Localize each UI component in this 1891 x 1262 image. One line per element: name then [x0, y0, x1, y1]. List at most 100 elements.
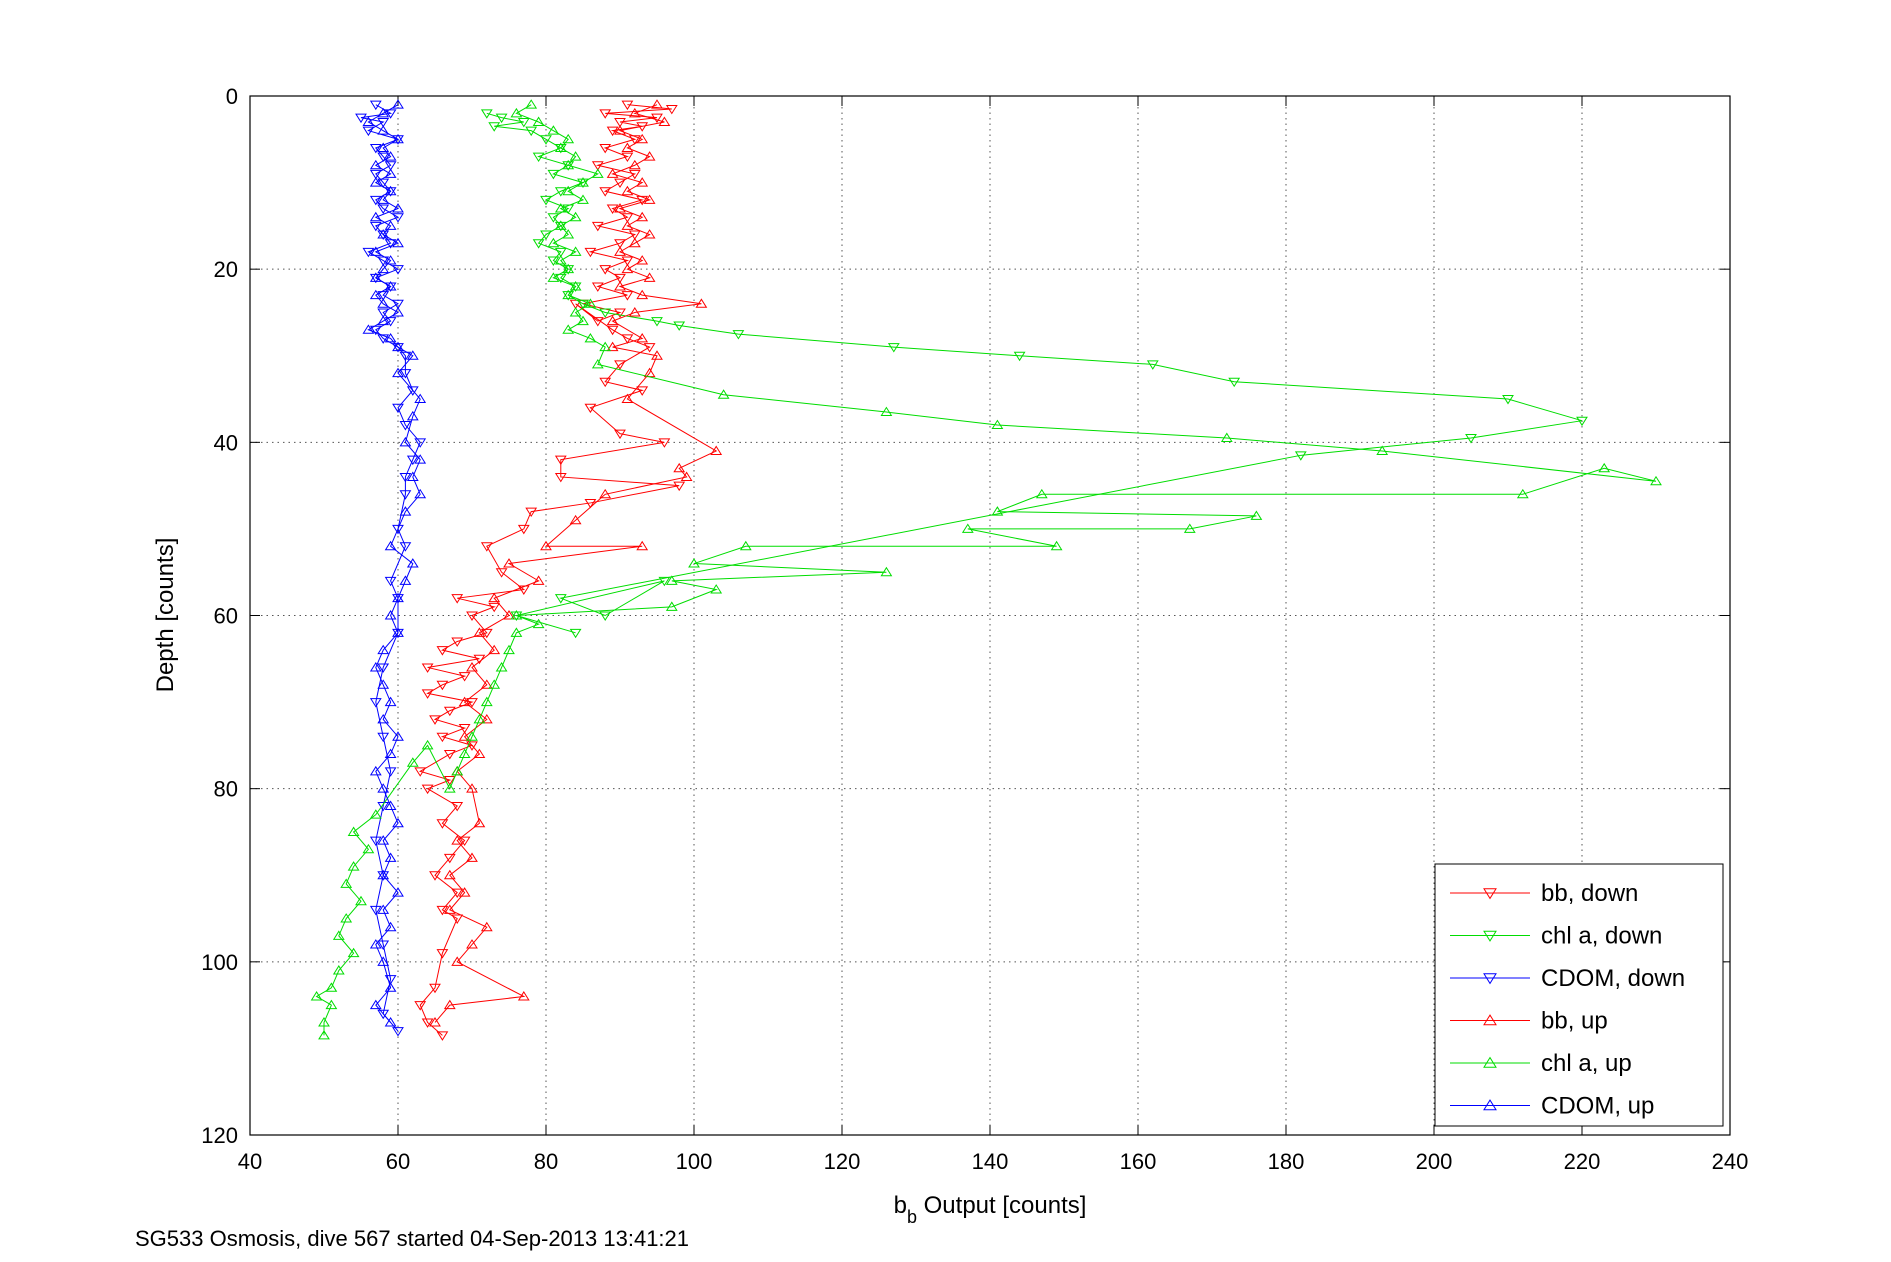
- data-point: [384, 282, 397, 292]
- data-point: [1294, 451, 1307, 461]
- data-point: [466, 939, 478, 949]
- data-point: [584, 247, 597, 258]
- data-point: [651, 99, 663, 109]
- data-point: [1502, 395, 1514, 405]
- data-point: [643, 229, 656, 239]
- data-point: [577, 315, 589, 326]
- x-tick-label: 200: [1416, 1149, 1453, 1174]
- data-point: [384, 151, 397, 161]
- data-point: [591, 282, 604, 292]
- data-point: [392, 627, 404, 637]
- data-point: [406, 455, 419, 466]
- data-point: [436, 646, 449, 656]
- data-point: [451, 765, 464, 776]
- data-point: [599, 488, 612, 499]
- data-point: [377, 125, 390, 135]
- data-point: [414, 438, 427, 448]
- data-point: [377, 142, 390, 152]
- data-point: [547, 125, 560, 135]
- data-point: [577, 194, 589, 204]
- data-point: [569, 299, 582, 310]
- data-point: [621, 220, 634, 230]
- data-point: [392, 1027, 404, 1037]
- dive-caption: SG533 Osmosis, dive 567 started 04-Sep-2…: [135, 1226, 690, 1251]
- data-point: [399, 506, 412, 516]
- data-point: [599, 265, 612, 275]
- data-point: [406, 757, 419, 767]
- data-point: [355, 895, 367, 906]
- data-point: [466, 611, 478, 621]
- data-point: [399, 351, 412, 362]
- data-point: [554, 255, 567, 265]
- data-point: [369, 273, 382, 284]
- data-point: [466, 662, 478, 672]
- data-point: [680, 471, 693, 481]
- data-point: [517, 117, 530, 128]
- data-point: [569, 211, 582, 222]
- data-point: [488, 592, 501, 603]
- data-point: [503, 610, 515, 620]
- data-point: [392, 731, 404, 741]
- legend-label: CDOM, down: [1541, 965, 1685, 992]
- data-point: [614, 117, 626, 128]
- data-point: [406, 386, 419, 396]
- data-point: [384, 220, 397, 230]
- data-point: [399, 369, 412, 379]
- data-point: [399, 472, 412, 483]
- data-point: [480, 713, 493, 724]
- data-point: [414, 488, 427, 499]
- data-point: [606, 168, 619, 178]
- data-point: [991, 506, 1004, 516]
- data-point: [399, 436, 412, 447]
- data-point: [532, 152, 545, 163]
- legend-marker: [1483, 888, 1497, 900]
- data-point: [569, 628, 582, 639]
- data-point: [673, 481, 686, 492]
- data-point: [503, 558, 515, 568]
- data-point: [369, 100, 382, 111]
- data-point: [421, 739, 434, 750]
- data-point: [377, 315, 390, 326]
- data-point: [377, 801, 390, 812]
- data-point: [355, 113, 367, 124]
- data-point: [369, 999, 382, 1010]
- data-point: [325, 982, 338, 992]
- data-point: [569, 151, 582, 161]
- data-point: [392, 592, 404, 603]
- data-point: [1516, 488, 1529, 499]
- data-point: [421, 784, 434, 795]
- data-point: [377, 1009, 390, 1020]
- data-point: [651, 350, 663, 360]
- data-point: [569, 514, 582, 525]
- data-point: [584, 298, 597, 308]
- data-point: [614, 429, 626, 440]
- data-point: [451, 914, 464, 924]
- data-point: [392, 135, 404, 145]
- data-point: [614, 239, 626, 249]
- data-point: [473, 817, 486, 828]
- data-point: [554, 220, 567, 230]
- series-chl-a-down: [480, 109, 1588, 639]
- data-point: [651, 317, 663, 327]
- data-point: [466, 852, 478, 862]
- data-point: [421, 689, 434, 699]
- data-point: [636, 177, 649, 187]
- data-point: [547, 169, 560, 180]
- data-point: [636, 195, 649, 206]
- data-point: [392, 524, 404, 535]
- data-point: [540, 230, 552, 240]
- data-point: [369, 169, 382, 180]
- data-point: [495, 662, 508, 672]
- data-point: [510, 107, 523, 118]
- x-axis-title: bb Output [counts]: [894, 1192, 1087, 1227]
- legend-marker: [1483, 973, 1497, 985]
- data-point: [599, 308, 612, 318]
- series-line: [367, 104, 421, 1023]
- data-point: [991, 419, 1004, 430]
- data-point: [643, 151, 656, 161]
- data-point: [562, 263, 575, 274]
- data-point: [392, 367, 404, 378]
- series-group: [310, 99, 1662, 1041]
- data-point: [392, 133, 404, 144]
- data-point: [377, 644, 390, 655]
